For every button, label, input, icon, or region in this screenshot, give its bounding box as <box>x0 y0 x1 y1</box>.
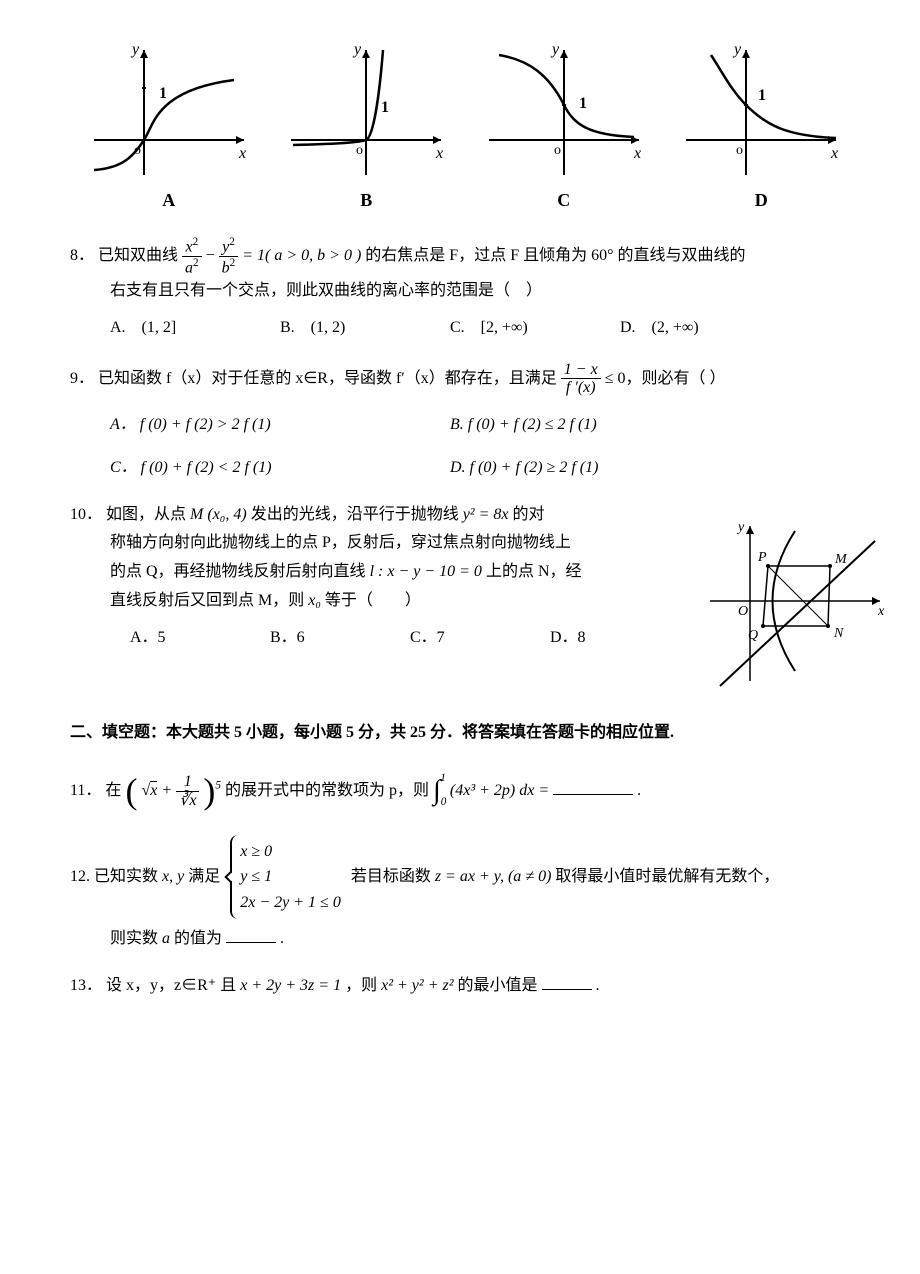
q9-text1: 已知函数 f（x）对于任意的 x∈R，导函数 f′（x）都存在，且满足 <box>98 370 561 387</box>
svg-text:y: y <box>352 41 362 58</box>
svg-text:x: x <box>633 145 641 162</box>
section-2-title: 二、填空题：本大题共 5 小题，每小题 5 分，共 25 分．将答案填在答题卡的… <box>70 719 860 748</box>
graph-c-label: C <box>479 184 649 216</box>
question-12: 12. 已知实数 x, y 满足 x ≥ 0 y ≤ 1 2x − 2y + 1… <box>70 835 860 955</box>
graph-c: y x o 1 C <box>479 40 649 216</box>
q9-opt-c: C． f (0) + f (2) < 2 f (1) <box>110 454 450 483</box>
svg-text:o: o <box>356 143 363 158</box>
q12-num: 12. <box>70 868 90 885</box>
svg-text:o: o <box>736 143 743 158</box>
q8-eq: x2a2 − y2b2 = 1( a > 0, b > 0 ) <box>182 247 365 264</box>
graph-d-svg: y x o 1 <box>676 40 846 180</box>
q10-opt-a: A．5 <box>130 624 270 653</box>
svg-text:y: y <box>550 41 560 58</box>
graph-a-svg: y x o 1 <box>84 40 254 180</box>
q9-opt-b: B. f (0) + f (2) ≤ 2 f (1) <box>450 411 790 440</box>
q8-line2: 右支有且只有一个交点，则此双曲线的离心率的范围是（ ） <box>110 277 860 306</box>
graph-b-label: B <box>281 184 451 216</box>
graph-d: y x o 1 D <box>676 40 846 216</box>
q8-opt-c: C. [2, +∞) <box>450 314 620 343</box>
svg-text:N: N <box>833 626 844 641</box>
svg-text:x: x <box>435 145 443 162</box>
graph-a: y x o 1 A <box>84 40 254 216</box>
svg-text:x: x <box>830 145 838 162</box>
q10-options: A．5 B．6 C．7 D．8 <box>130 624 690 653</box>
q13-num: 13． <box>70 977 102 994</box>
svg-text:x: x <box>238 145 246 162</box>
q12-blank <box>226 926 276 943</box>
q9-opt-d: D. f (0) + f (2) ≥ 2 f (1) <box>450 454 790 483</box>
q9-text2: ≤ 0，则必有（ ） <box>605 370 726 387</box>
question-13: 13． 设 x，y，z∈R⁺ 且 x + 2y + 3z = 1 ，则 x² +… <box>70 972 860 1001</box>
svg-text:1: 1 <box>758 87 766 104</box>
q10-num: 10． <box>70 506 102 523</box>
q8-text2: 的右焦点是 F，过点 F 且倾角为 60° 的直线与双曲线的 <box>365 247 745 264</box>
question-10: 10． 如图，从点 M (x₀, 4) 发出的光线，沿平行于抛物线 y² = 8… <box>70 501 860 702</box>
question-9: 9． 已知函数 f（x）对于任意的 x∈R，导函数 f′（x）都存在，且满足 1… <box>70 361 860 483</box>
svg-text:y: y <box>130 41 140 58</box>
q10-opt-b: B．6 <box>270 624 410 653</box>
q8-options: A. (1, 2] B. (1, 2) C. [2, +∞) D. (2, +∞… <box>110 314 860 343</box>
graphs-row: y x o 1 A y x o 1 B <box>70 40 860 216</box>
q10-opt-d: D．8 <box>550 624 690 653</box>
q8-opt-a: A. (1, 2] <box>110 314 280 343</box>
svg-text:o: o <box>554 143 561 158</box>
q11-blank <box>553 778 633 795</box>
graph-b: y x o 1 B <box>281 40 451 216</box>
q10-opt-c: C．7 <box>410 624 550 653</box>
q13-blank <box>542 973 592 990</box>
svg-text:Q: Q <box>748 628 758 643</box>
q9-frac: 1 − x f ′(x) <box>561 361 601 397</box>
graph-c-svg: y x o 1 <box>479 40 649 180</box>
svg-text:P: P <box>757 550 767 565</box>
q8-text1: 已知双曲线 <box>98 247 182 264</box>
q8-opt-b: B. (1, 2) <box>280 314 450 343</box>
question-8: 8． 已知双曲线 x2a2 − y2b2 = 1( a > 0, b > 0 )… <box>70 236 860 342</box>
question-11: 11． 在 ( √x + 1∛x )5 的展开式中的常数项为 p，则 ∫01 (… <box>70 766 860 816</box>
graph-b-svg: y x o 1 <box>281 40 451 180</box>
svg-text:x: x <box>877 604 885 619</box>
svg-text:1: 1 <box>579 95 587 112</box>
q12-system: x ≥ 0 y ≤ 1 2x − 2y + 1 ≤ 0 <box>230 835 341 920</box>
q8-opt-d: D. (2, +∞) <box>620 314 790 343</box>
graph-a-label: A <box>84 184 254 216</box>
q9-opt-a: A． f (0) + f (2) > 2 f (1) <box>110 411 450 440</box>
svg-text:y: y <box>736 520 745 535</box>
svg-text:y: y <box>732 41 742 58</box>
q11-num: 11． <box>70 782 101 799</box>
svg-text:O: O <box>738 604 748 619</box>
graph-d-label: D <box>676 184 846 216</box>
q10-figure: y x O P M Q N <box>700 511 890 702</box>
q9-options: A． f (0) + f (2) > 2 f (1) B. f (0) + f … <box>110 411 860 483</box>
svg-text:M: M <box>834 552 848 567</box>
q8-num: 8． <box>70 247 94 264</box>
q9-num: 9． <box>70 370 94 387</box>
svg-text:1: 1 <box>159 85 167 102</box>
svg-text:1: 1 <box>381 99 389 116</box>
